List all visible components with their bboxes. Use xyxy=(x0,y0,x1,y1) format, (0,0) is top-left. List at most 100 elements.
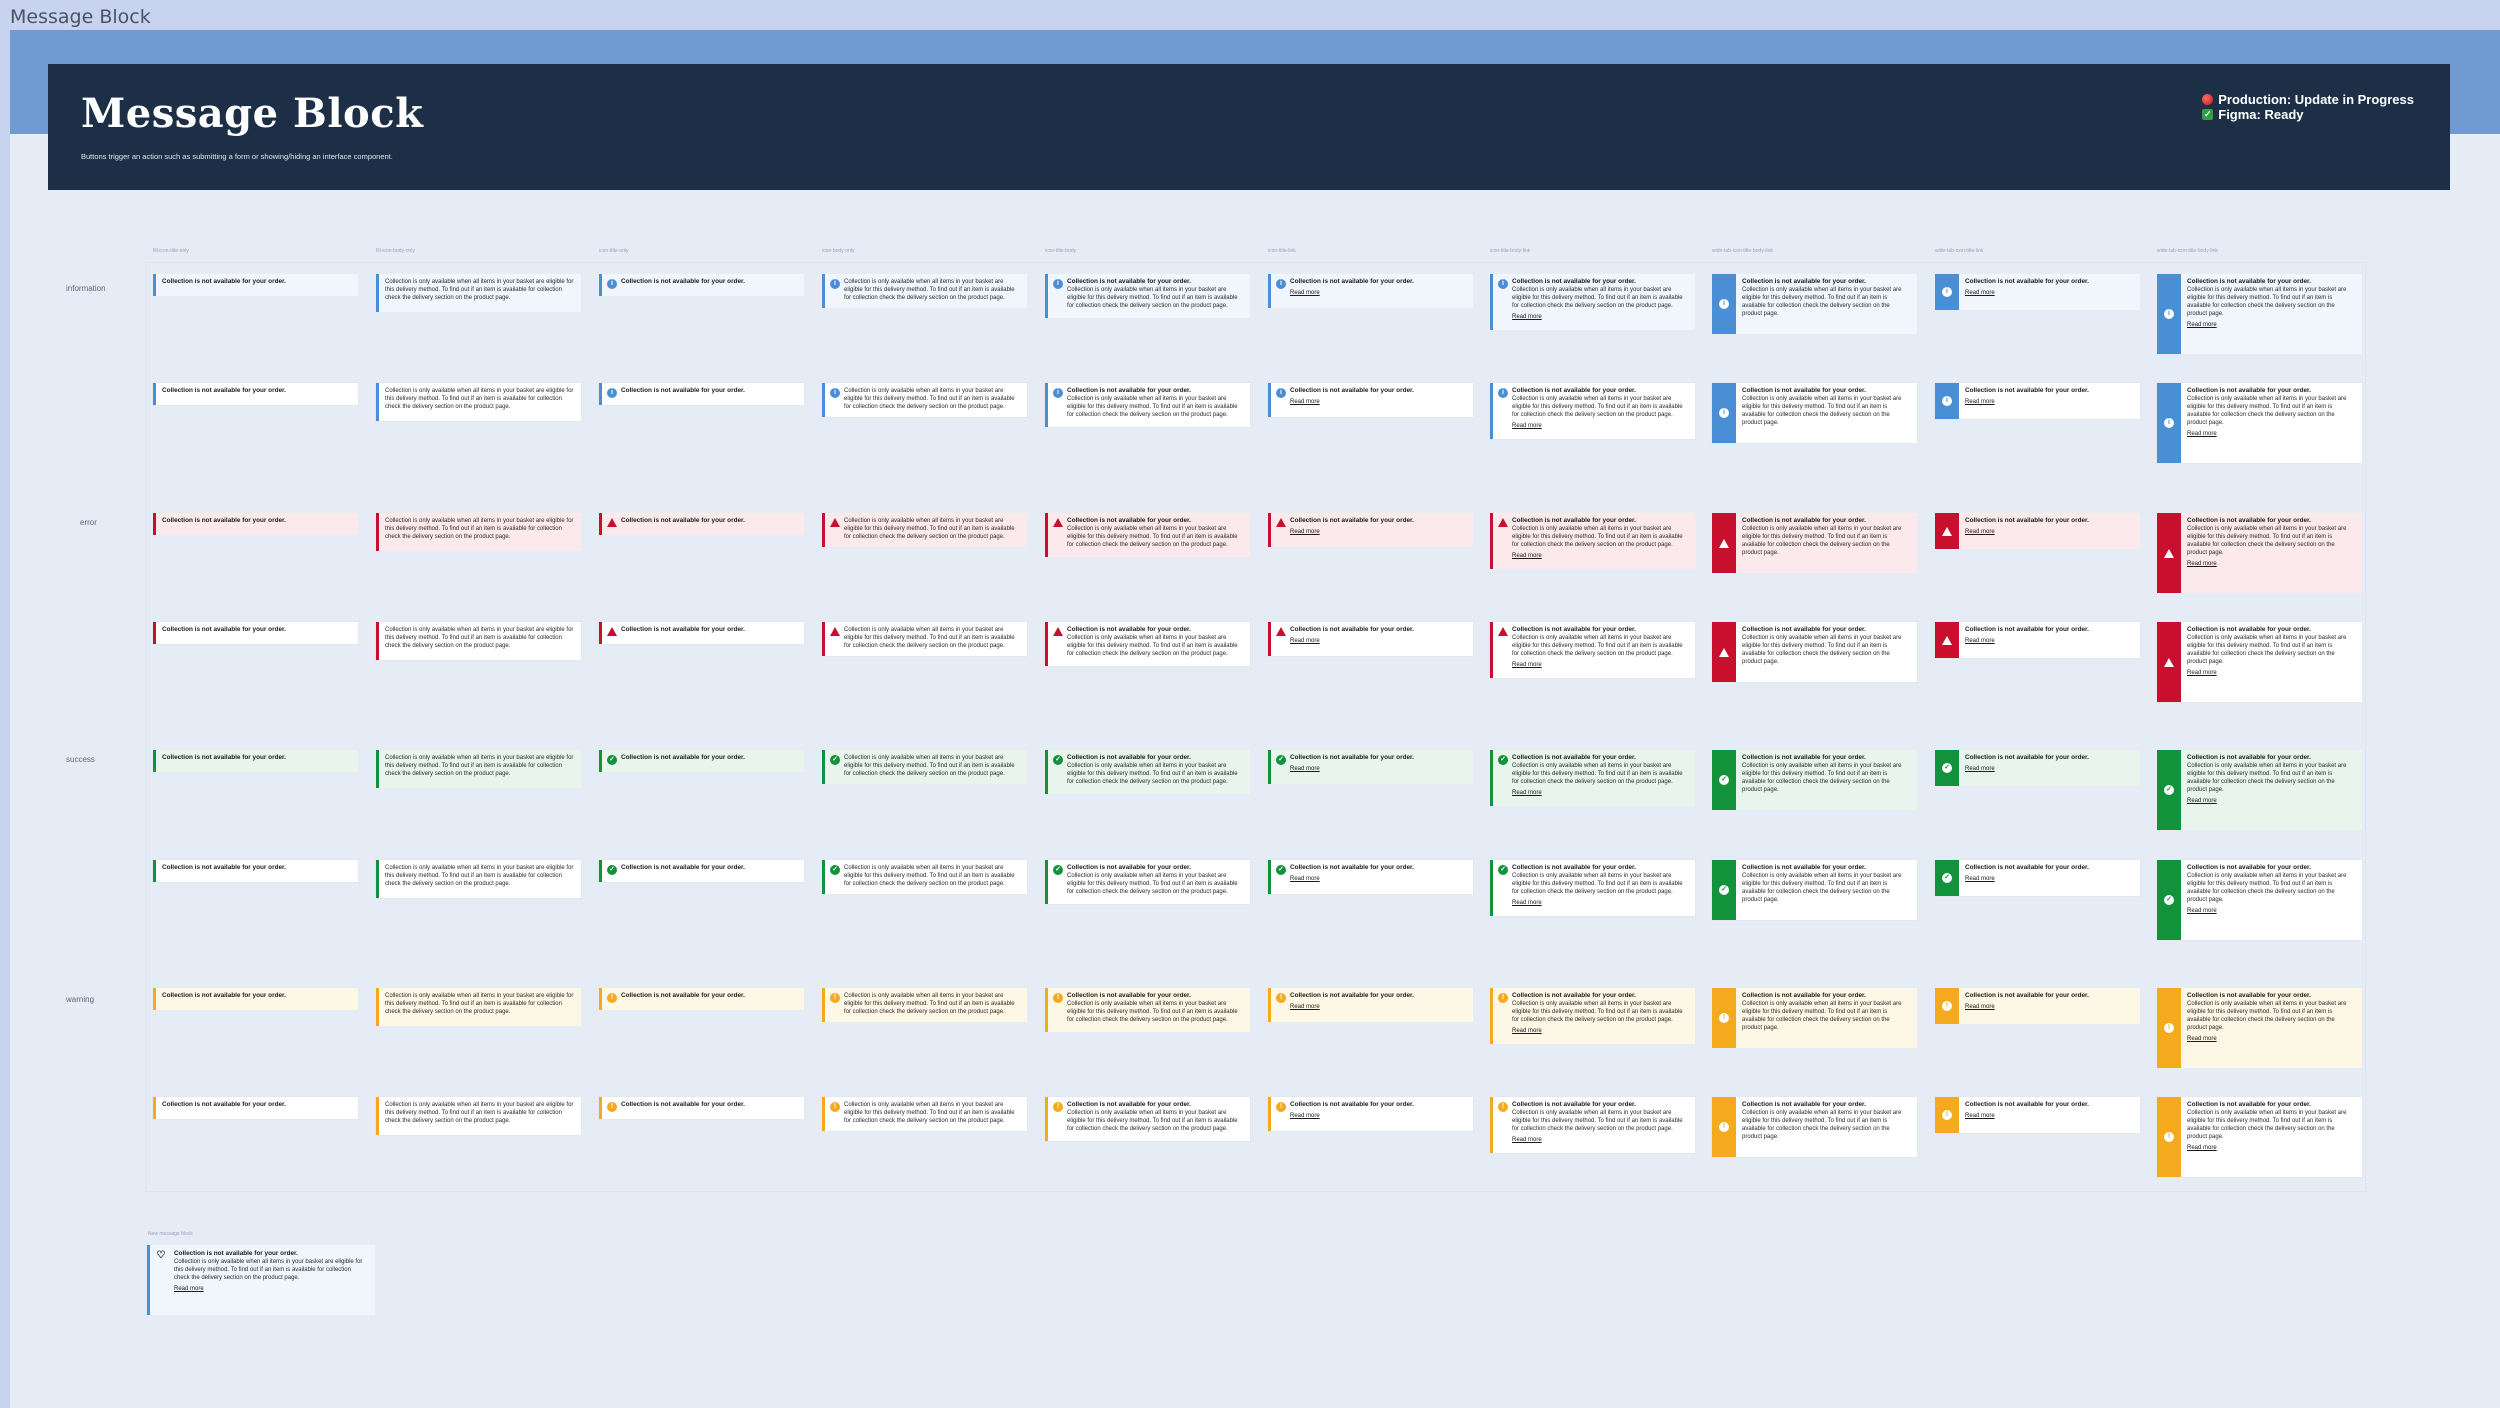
message-title: Collection is not available for your ord… xyxy=(1067,278,1191,285)
message-body: Collection is only available when all it… xyxy=(1512,396,1683,418)
message-title: Collection is not available for your ord… xyxy=(1965,626,2089,633)
message-block-warning: ! Collection is not available for your or… xyxy=(1268,988,1473,1022)
message-title: Collection is not available for your ord… xyxy=(1512,754,1636,761)
message-title: Collection is not available for your ord… xyxy=(1742,387,1866,394)
message-body: Collection is only available when all it… xyxy=(385,518,574,540)
read-more-link[interactable]: Read more xyxy=(1965,766,1995,772)
message-title: Collection is not available for your ord… xyxy=(2187,626,2311,633)
warning-triangle-icon xyxy=(1498,518,1508,527)
read-more-link[interactable]: Read more xyxy=(2187,798,2217,804)
read-more-link[interactable]: Read more xyxy=(1512,553,1542,559)
message-block-error: Collection is not available for your ord… xyxy=(1490,513,1695,569)
read-more-link[interactable]: Read more xyxy=(174,1286,204,1292)
message-block-error: Collection is not available for your ord… xyxy=(1268,513,1473,547)
message-title: Collection is not available for your ord… xyxy=(1512,864,1636,871)
warning-icon: ! xyxy=(2164,1023,2174,1033)
message-block-warning: Collection is not available for your ord… xyxy=(153,988,358,1010)
success-icon: ✓ xyxy=(1719,885,1729,895)
message-block-warning: ! Collection is not available for your or… xyxy=(2157,988,2362,1068)
error-icon-tab xyxy=(2157,622,2181,702)
warning-icon-tab: ! xyxy=(1935,988,1959,1024)
read-more-link[interactable]: Read more xyxy=(1965,399,1995,405)
message-title: Collection is not available for your ord… xyxy=(2187,864,2311,871)
message-title: Collection is not available for your ord… xyxy=(1742,278,1866,285)
message-title: Collection is not available for your ord… xyxy=(162,1101,286,1108)
message-block-information: i Collection is not available for your or… xyxy=(1268,274,1473,308)
information-icon: i xyxy=(1276,388,1286,398)
message-body: Collection is only available when all it… xyxy=(1512,763,1683,785)
message-title: Collection is not available for your ord… xyxy=(1742,1101,1866,1108)
warning-triangle-icon xyxy=(1498,627,1508,636)
read-more-link[interactable]: Read more xyxy=(1290,529,1320,535)
information-icon-tab: i xyxy=(1712,274,1736,334)
message-body: Collection is only available when all it… xyxy=(385,755,574,777)
heart-icon: ♡ xyxy=(156,1250,166,1261)
read-more-link[interactable]: Read more xyxy=(1512,662,1542,668)
warning-icon-tab: ! xyxy=(1712,988,1736,1048)
message-block-information: Collection is not available for your ord… xyxy=(153,383,358,405)
warning-icon: ! xyxy=(1719,1122,1729,1132)
message-title: Collection is not available for your ord… xyxy=(2187,387,2311,394)
message-block-warning: ! Collection is not available for your or… xyxy=(1268,1097,1473,1131)
success-icon-tab: ✓ xyxy=(1935,860,1959,896)
information-icon: i xyxy=(2164,309,2174,319)
column-header: wide-tab-icon-title-body-link xyxy=(2157,248,2218,254)
message-body: Collection is only available when all it… xyxy=(2187,635,2347,665)
read-more-link[interactable]: Read more xyxy=(1290,290,1320,296)
message-body: Collection is only available when all it… xyxy=(1067,763,1238,785)
message-block-success: ✓ Collection is not available for your or… xyxy=(1935,860,2140,896)
message-block-error: Collection is not available for your ord… xyxy=(2157,513,2362,593)
information-icon: i xyxy=(1276,279,1286,289)
read-more-link[interactable]: Read more xyxy=(1512,314,1542,320)
error-icon-tab xyxy=(1712,513,1736,573)
read-more-link[interactable]: Read more xyxy=(2187,670,2217,676)
warning-triangle-icon xyxy=(1053,518,1063,527)
read-more-link[interactable]: Read more xyxy=(2187,322,2217,328)
information-icon: i xyxy=(1053,388,1063,398)
message-block-success: ✓ Collection is not available for your or… xyxy=(1712,750,1917,810)
read-more-link[interactable]: Read more xyxy=(2187,908,2217,914)
message-block-information: Collection is not available for your ord… xyxy=(153,274,358,296)
message-title: Collection is not available for your ord… xyxy=(1742,992,1866,999)
read-more-link[interactable]: Read more xyxy=(1290,399,1320,405)
read-more-link[interactable]: Read more xyxy=(1965,876,1995,882)
message-block-error: Collection is not available for your ord… xyxy=(1045,513,1250,557)
success-icon: ✓ xyxy=(2164,785,2174,795)
message-title: Collection is not available for your ord… xyxy=(1965,1101,2089,1108)
read-more-link[interactable]: Read more xyxy=(2187,1145,2217,1151)
read-more-link[interactable]: Read more xyxy=(1290,766,1320,772)
read-more-link[interactable]: Read more xyxy=(1290,1004,1320,1010)
success-icon: ✓ xyxy=(1498,755,1508,765)
read-more-link[interactable]: Read more xyxy=(1512,1028,1542,1034)
message-block-error: Collection is only available when all it… xyxy=(822,622,1027,656)
warning-triangle-icon xyxy=(1276,518,1286,527)
read-more-link[interactable]: Read more xyxy=(1290,638,1320,644)
message-title: Collection is not available for your ord… xyxy=(1290,1101,1414,1108)
message-title: Collection is not available for your ord… xyxy=(1965,754,2089,761)
read-more-link[interactable]: Read more xyxy=(1965,1113,1995,1119)
read-more-link[interactable]: Read more xyxy=(1512,423,1542,429)
read-more-link[interactable]: Read more xyxy=(1512,1137,1542,1143)
read-more-link[interactable]: Read more xyxy=(1965,1004,1995,1010)
message-title: Collection is not available for your ord… xyxy=(1290,626,1414,633)
success-icon: ✓ xyxy=(607,865,617,875)
read-more-link[interactable]: Read more xyxy=(1512,900,1542,906)
read-more-link[interactable]: Read more xyxy=(2187,1036,2217,1042)
message-block-success: ✓ Collection is not available for your or… xyxy=(1268,750,1473,784)
message-title: Collection is not available for your ord… xyxy=(1965,864,2089,871)
warning-icon: ! xyxy=(830,1102,840,1112)
message-body: Collection is only available when all it… xyxy=(2187,1110,2347,1140)
read-more-link[interactable]: Read more xyxy=(1965,638,1995,644)
message-title: Collection is not available for your ord… xyxy=(2187,754,2311,761)
read-more-link[interactable]: Read more xyxy=(1290,1113,1320,1119)
read-more-link[interactable]: Read more xyxy=(1290,876,1320,882)
read-more-link[interactable]: Read more xyxy=(2187,431,2217,437)
read-more-link[interactable]: Read more xyxy=(1965,529,1995,535)
read-more-link[interactable]: Read more xyxy=(1512,790,1542,796)
read-more-link[interactable]: Read more xyxy=(2187,561,2217,567)
success-icon: ✓ xyxy=(607,755,617,765)
column-header: icon-title-body xyxy=(1045,248,1077,254)
column-header: icon-title-link xyxy=(1268,248,1296,254)
read-more-link[interactable]: Read more xyxy=(1965,290,1995,296)
message-body: Collection is only available when all it… xyxy=(1742,526,1902,556)
